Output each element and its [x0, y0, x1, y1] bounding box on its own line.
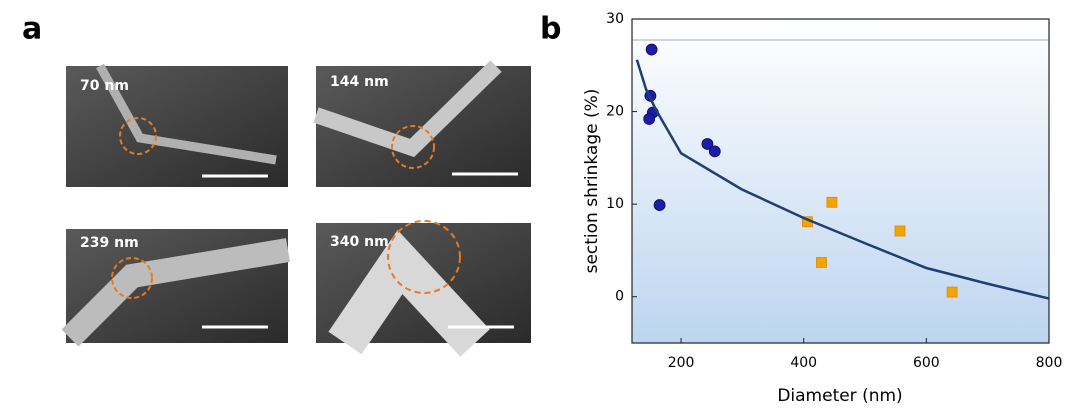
x-tick-label: 800 — [1036, 355, 1063, 371]
plot-area — [632, 19, 1049, 343]
data-point — [701, 138, 714, 150]
plot-frame — [631, 18, 1050, 344]
image-label: 239 nm — [80, 235, 139, 251]
sem-image: 70 nm — [66, 63, 288, 187]
y-tick-label: 0 — [615, 289, 624, 305]
fit-line — [635, 59, 1050, 300]
panel-label: b — [540, 12, 561, 47]
image-label: 70 nm — [80, 78, 129, 94]
sem-image: 144 nm — [313, 60, 531, 187]
x-tick-label: 400 — [790, 355, 817, 371]
y-tick-label: 10 — [606, 196, 624, 212]
x-tick-label: 600 — [913, 355, 940, 371]
data-point — [653, 199, 666, 211]
panel-label: a — [22, 12, 42, 47]
y-tick-label: 30 — [606, 11, 624, 27]
image-label: 340 nm — [330, 234, 389, 250]
data-point — [645, 43, 658, 56]
data-point — [708, 145, 721, 158]
data-point — [816, 257, 827, 268]
data-point — [894, 225, 906, 237]
y-tick-label: 20 — [606, 104, 624, 120]
data-point — [946, 286, 958, 298]
y-axis-label: section shrinkage (%) — [582, 89, 602, 274]
data-point — [643, 113, 656, 125]
data-point — [826, 196, 838, 208]
image-label: 144 nm — [330, 74, 389, 90]
x-axis-label: Diameter (nm) — [777, 386, 902, 406]
x-tick-label: 200 — [668, 355, 695, 371]
sem-image: 239 nm — [61, 229, 290, 347]
sem-image: 340 nm — [316, 220, 531, 357]
